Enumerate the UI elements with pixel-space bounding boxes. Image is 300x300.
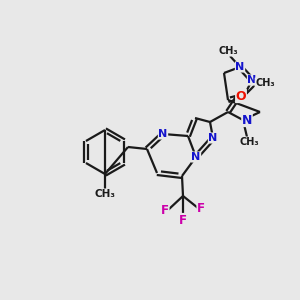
Text: N: N [191, 152, 201, 162]
Text: N: N [236, 62, 244, 72]
Text: N: N [208, 133, 217, 143]
Text: F: F [161, 203, 169, 217]
Text: F: F [197, 202, 205, 214]
Text: N: N [242, 113, 252, 127]
Text: O: O [236, 89, 246, 103]
Text: CH₃: CH₃ [94, 189, 116, 199]
Text: N: N [248, 75, 256, 85]
Text: N: N [158, 129, 168, 139]
Text: CH₃: CH₃ [255, 78, 275, 88]
Text: CH₃: CH₃ [239, 137, 259, 147]
Text: CH₃: CH₃ [218, 46, 238, 56]
Text: F: F [179, 214, 187, 226]
